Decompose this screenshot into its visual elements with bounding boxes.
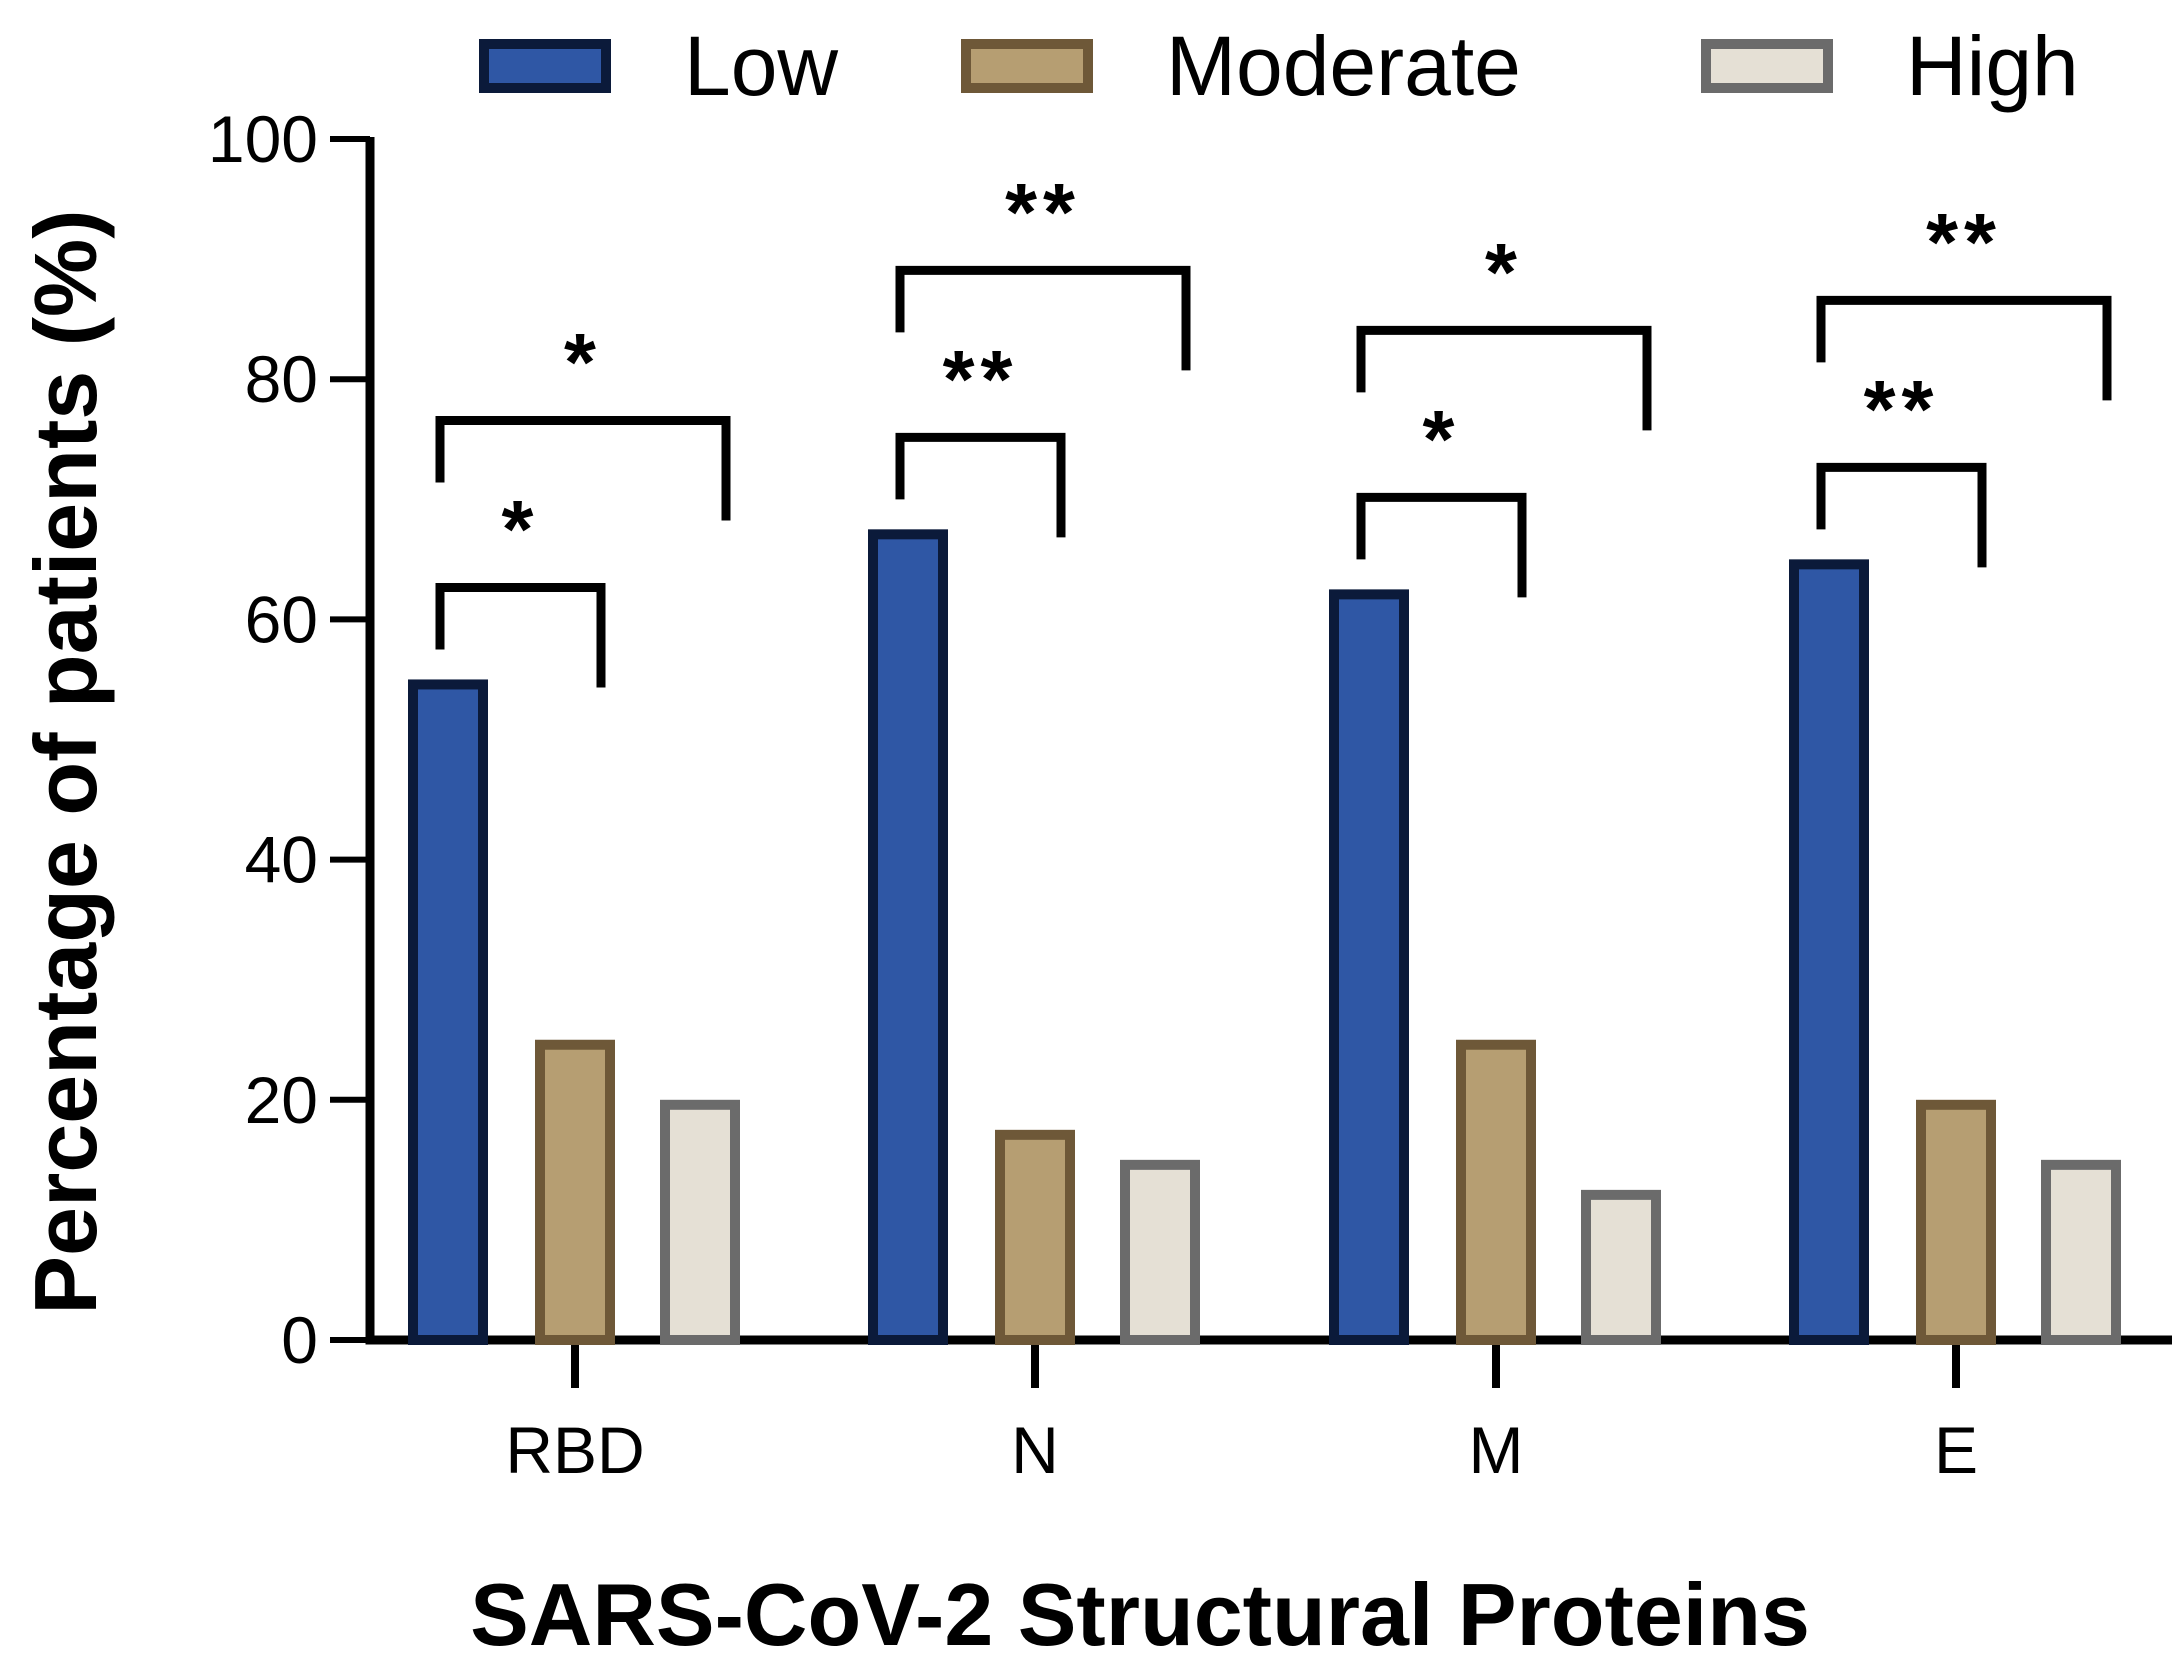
legend: Low Moderate High — [479, 19, 2079, 113]
y-tick-label: 20 — [245, 1063, 318, 1137]
significance-label: ** — [1926, 197, 2002, 288]
bar-low-rbd — [408, 679, 488, 1345]
significance-label: ** — [943, 334, 1019, 425]
y-axis: 0 20 40 60 80 100 — [208, 102, 375, 1377]
legend-label-high: High — [1906, 19, 2079, 113]
significance-bracket — [1816, 295, 2112, 401]
y-tick-label: 60 — [245, 582, 318, 656]
significance-bracket — [435, 582, 606, 688]
bar-high-e — [2041, 1159, 2121, 1345]
significance-bracket — [895, 265, 1191, 371]
x-tick-label: M — [1469, 1413, 1524, 1487]
x-axis-title: SARS-CoV-2 Structural Proteins — [470, 1565, 1810, 1664]
significance-bracket — [895, 432, 1066, 538]
y-axis-title: Percentage of patients (%) — [16, 209, 115, 1314]
significance-label: * — [564, 317, 602, 408]
significance-label: * — [1485, 227, 1523, 318]
x-tick-label: E — [1934, 1413, 1978, 1487]
legend-label-low: Low — [684, 19, 838, 113]
y-tick-label: 40 — [245, 823, 318, 897]
legend-label-moderate: Moderate — [1166, 19, 1521, 113]
significance-bracket — [1816, 462, 1987, 568]
bar-moderate-rbd — [535, 1039, 615, 1345]
legend-swatch-high — [1701, 39, 1833, 93]
significance-bracket — [435, 415, 731, 521]
significance-label: ** — [1864, 364, 1940, 455]
bar-high-m — [1581, 1189, 1661, 1345]
bar-moderate-e — [1916, 1099, 1996, 1346]
significance-bracket — [1356, 325, 1652, 431]
y-tick-label: 80 — [245, 342, 318, 416]
significance-bracket — [1356, 492, 1527, 598]
significance-label: ** — [1005, 167, 1081, 258]
bar-moderate-n — [995, 1129, 1075, 1345]
significance-label: * — [502, 484, 540, 575]
x-tick-label: N — [1011, 1413, 1059, 1487]
x-tick-label: RBD — [505, 1413, 644, 1487]
significance-brackets: ** ********** — [435, 167, 2112, 688]
legend-swatch-low — [479, 39, 611, 93]
bar-high-rbd — [660, 1099, 740, 1346]
bar-low-m — [1329, 589, 1409, 1345]
bars — [408, 529, 2121, 1346]
bar-low-e — [1789, 559, 1869, 1345]
bar-moderate-m — [1456, 1039, 1536, 1345]
legend-swatch-moderate — [961, 39, 1093, 93]
y-tick-label: 0 — [281, 1303, 318, 1377]
x-axis: RBD N M E — [365, 1335, 2172, 1487]
y-tick-label: 100 — [208, 102, 318, 176]
bar-high-n — [1120, 1159, 1200, 1345]
significance-label: * — [1423, 394, 1461, 485]
bar-low-n — [868, 529, 948, 1345]
